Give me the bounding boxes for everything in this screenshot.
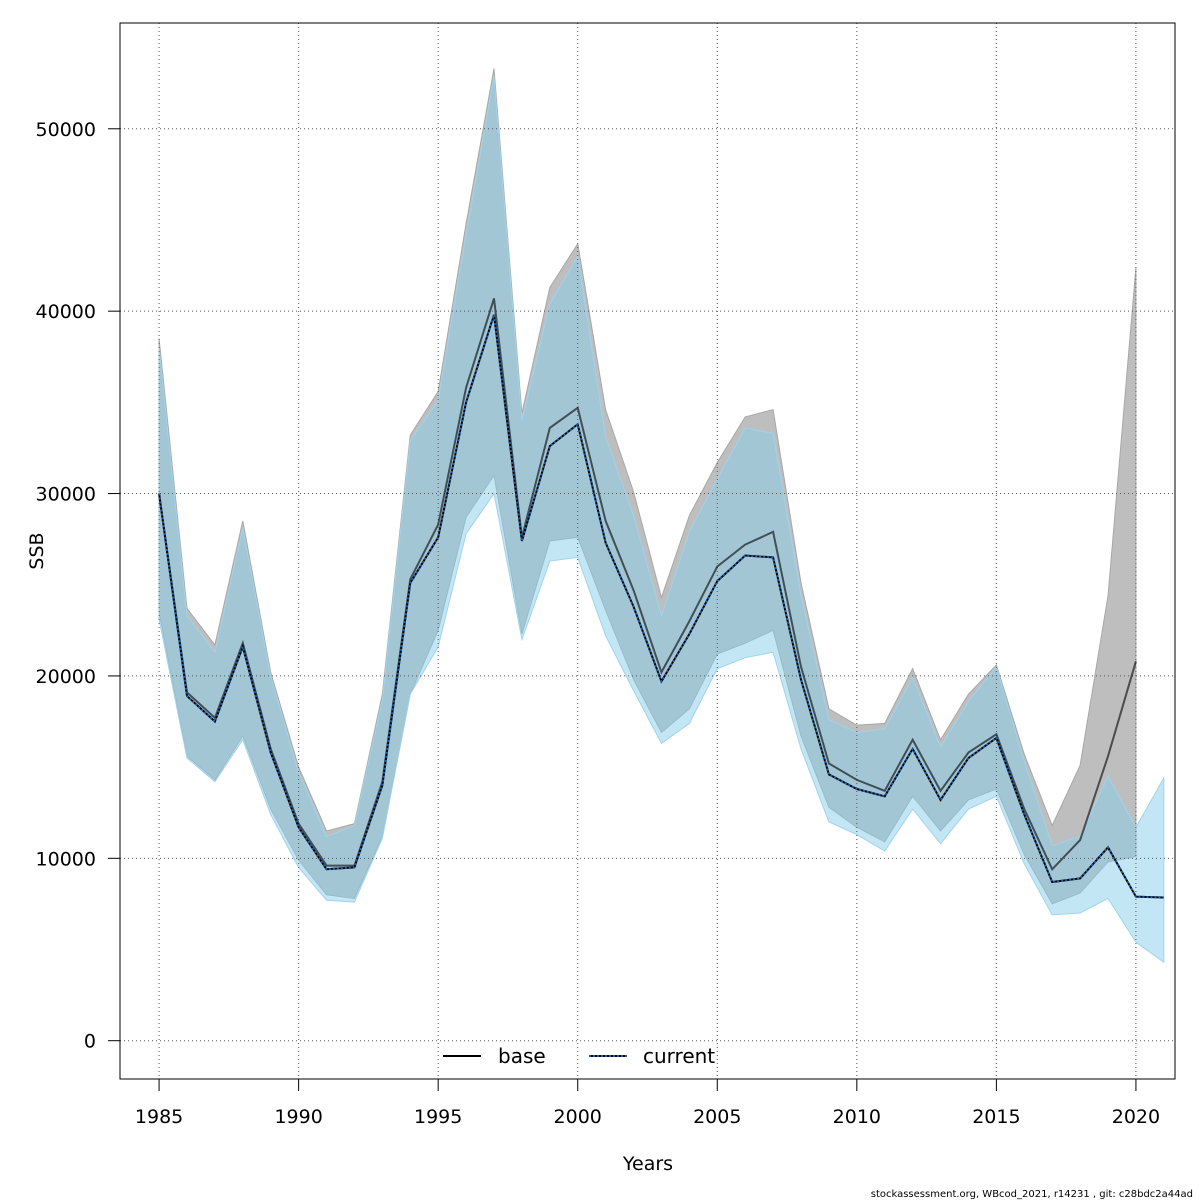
x-tick-label-2000: 2000 (554, 1106, 602, 1128)
y-tick-label-10000: 10000 (36, 848, 96, 870)
legend-base-label: base (498, 1044, 546, 1068)
y-tick-label-50000: 50000 (36, 119, 96, 141)
x-axis: 1985 1990 1995 2000 2005 2010 2015 2020 (135, 1078, 1160, 1128)
series-lines (158, 298, 1164, 899)
footer-credit: stockassessment.org, WBcod_2021, r14231 … (871, 1189, 1193, 1200)
x-tick-label-2020: 2020 (1112, 1106, 1160, 1128)
x-tick-label-2010: 2010 (833, 1106, 881, 1128)
x-axis-title: Years (622, 1153, 673, 1175)
band-current (158, 75, 1165, 964)
x-tick-label-1990: 1990 (274, 1106, 322, 1128)
grid-lines (120, 23, 1175, 1079)
y-axis: 0 10000 20000 30000 40000 50000 (36, 119, 121, 1053)
confidence-bands (158, 68, 1165, 964)
line-current (158, 314, 1164, 899)
y-tick-label-30000: 30000 (36, 484, 96, 506)
y-axis-title: SSB (26, 532, 48, 569)
x-tick-label-1985: 1985 (135, 1106, 183, 1128)
line-base (158, 298, 1137, 872)
y-tick-label-20000: 20000 (36, 666, 96, 688)
legend-current-label: current (643, 1044, 715, 1068)
y-tick-label-40000: 40000 (36, 301, 96, 323)
y-tick-label-0: 0 (84, 1031, 96, 1053)
x-tick-label-2005: 2005 (693, 1106, 741, 1128)
x-tick-label-1995: 1995 (414, 1106, 462, 1128)
x-tick-label-2015: 2015 (972, 1106, 1020, 1128)
legend: base current (443, 1044, 715, 1068)
